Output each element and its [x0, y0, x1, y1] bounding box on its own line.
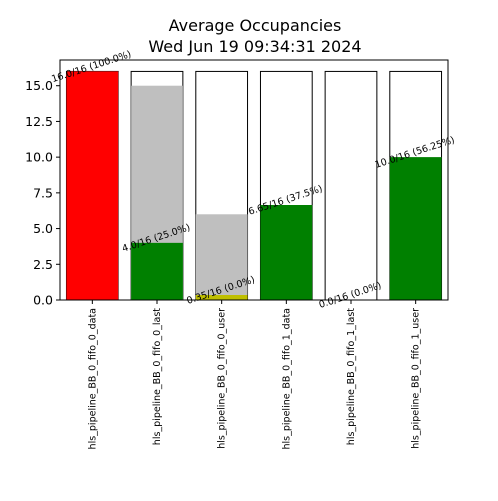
- x-tick-label: hls_pipeline_BB_0_fifo_1_data: [281, 308, 292, 449]
- chart-title-line1: Average Occupancies: [169, 16, 342, 35]
- average-occupancy-bar: [66, 71, 119, 300]
- average-occupancy-bar: [131, 242, 183, 300]
- x-tick-label: hls_pipeline_BB_0_fifo_0_last: [152, 308, 163, 445]
- average-occupancy-bar: [389, 157, 442, 300]
- y-tick-label: 7.5: [33, 185, 53, 200]
- y-tick-label: 15.0: [25, 78, 53, 93]
- y-tick-label: 5.0: [33, 221, 53, 236]
- max-occupancy-bar: [195, 214, 248, 300]
- x-tick-label: hls_pipeline_BB_0_fifo_1_user: [411, 308, 422, 449]
- capacity-bar: [324, 70, 378, 301]
- chart-title-line2: Wed Jun 19 09:34:31 2024: [148, 37, 361, 56]
- y-tick-label: 0.0: [33, 293, 53, 308]
- axes-frame: [59, 59, 449, 301]
- y-tick-label: 10.0: [25, 150, 53, 165]
- average-occupancy-bar: [260, 205, 313, 300]
- y-tick-label: 12.5: [25, 114, 53, 129]
- x-tick-label: hls_pipeline_BB_0_fifo_0_data: [87, 308, 98, 449]
- y-tick-label: 2.5: [33, 257, 53, 272]
- x-tick-label: hls_pipeline_BB_0_fifo_1_last: [346, 308, 357, 445]
- average-occupancy-bar: [195, 295, 248, 300]
- plot-area: 16.0/16 (100.0%)hls_pipeline_BB_0_fifo_0…: [25, 49, 456, 449]
- x-tick-label: hls_pipeline_BB_0_fifo_0_user: [217, 308, 228, 449]
